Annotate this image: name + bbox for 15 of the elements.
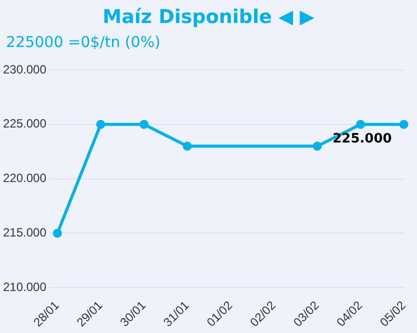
point [96, 120, 106, 129]
y-tick-label: 230.000 [2, 62, 47, 76]
point [399, 120, 408, 129]
y-tick-label: 210.000 [2, 280, 47, 294]
point [139, 120, 148, 129]
point [312, 142, 322, 151]
annotation: 225.000 [332, 131, 392, 146]
point [52, 228, 62, 238]
y-tick-label: 215.000 [2, 226, 47, 240]
y-tick-label: 220.000 [2, 171, 47, 186]
chart-subtitle: 225000 =0$/tn (0%) [6, 33, 160, 51]
chart-title: Maíz Disponible ◀ ▶ [102, 6, 316, 28]
point [182, 142, 192, 151]
point [356, 120, 366, 129]
y-tick-label: 225.000 [2, 116, 47, 131]
